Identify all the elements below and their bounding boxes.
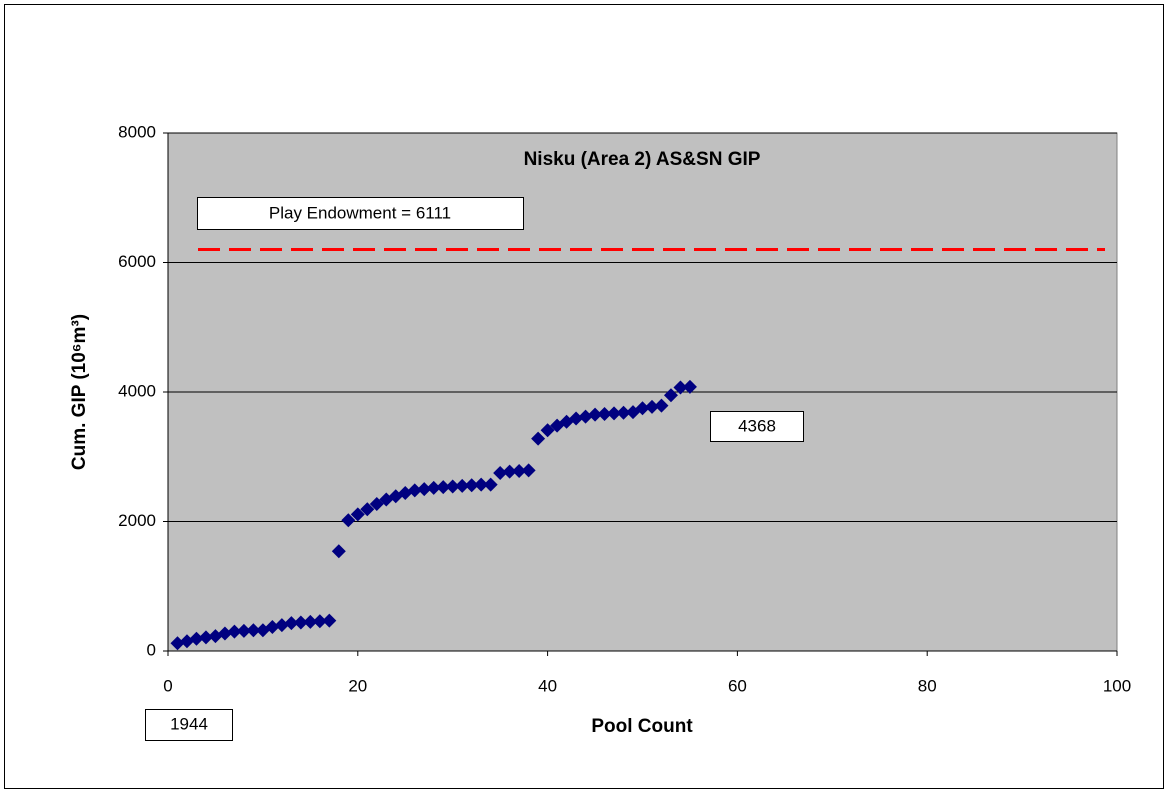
- point: [312, 614, 327, 629]
- point: [246, 623, 261, 638]
- point: [540, 423, 555, 438]
- point: [663, 388, 678, 403]
- chart-title: Nisku (Area 2) AS&SN GIP: [524, 149, 761, 170]
- point: [284, 616, 299, 631]
- point: [635, 401, 650, 416]
- point: [502, 464, 517, 479]
- y-tick-label: 0: [147, 640, 156, 659]
- point: [597, 407, 612, 422]
- point: [274, 618, 289, 633]
- x-tick-label: 60: [728, 676, 747, 695]
- annotation-box: [710, 411, 804, 442]
- point: [464, 478, 479, 493]
- point: [521, 463, 536, 478]
- point: [293, 615, 308, 630]
- y-axis-label: Cum. GIP (10⁶m³): [69, 314, 90, 470]
- point: [341, 513, 356, 528]
- point: [322, 613, 337, 628]
- point: [455, 478, 470, 493]
- x-tick-label: 20: [348, 676, 367, 695]
- point: [369, 497, 384, 512]
- point: [588, 407, 603, 422]
- point: [682, 379, 697, 394]
- point: [607, 406, 622, 421]
- point: [198, 630, 213, 645]
- x-tick-label: 100: [1103, 676, 1131, 695]
- point: [426, 480, 441, 495]
- point: [189, 631, 204, 646]
- point: [474, 477, 489, 492]
- annotation-box: [197, 197, 524, 230]
- point: [417, 482, 432, 497]
- point: [644, 399, 659, 414]
- point: [170, 636, 185, 651]
- point: [360, 502, 375, 517]
- y-tick-label: 8000: [118, 122, 156, 141]
- annotation: Play Endowment = 6111: [269, 203, 451, 222]
- point: [331, 544, 346, 559]
- x-tick-label: 40: [538, 676, 557, 695]
- point: [445, 479, 460, 494]
- point: [654, 398, 669, 413]
- x-tick-label: 0: [163, 676, 172, 695]
- point: [673, 380, 688, 395]
- x-tick-label: 80: [918, 676, 937, 695]
- point: [436, 480, 451, 495]
- annotation: 1944: [170, 714, 208, 733]
- point: [236, 623, 251, 638]
- point: [217, 626, 232, 641]
- point: [227, 624, 242, 639]
- point: [407, 483, 422, 498]
- annotation-box: [145, 709, 233, 741]
- y-tick-label: 4000: [118, 381, 156, 400]
- point: [493, 465, 508, 480]
- x-axis-label: Pool Count: [591, 716, 693, 737]
- point: [531, 431, 546, 446]
- annotation: 4368: [738, 416, 776, 435]
- point: [265, 620, 280, 635]
- point: [303, 614, 318, 629]
- point: [350, 507, 365, 522]
- point: [616, 405, 631, 420]
- y-tick-label: 6000: [118, 252, 156, 271]
- y-tick-label: 2000: [118, 511, 156, 530]
- point: [578, 409, 593, 424]
- point: [483, 477, 498, 492]
- point: [512, 463, 527, 478]
- point: [569, 411, 584, 426]
